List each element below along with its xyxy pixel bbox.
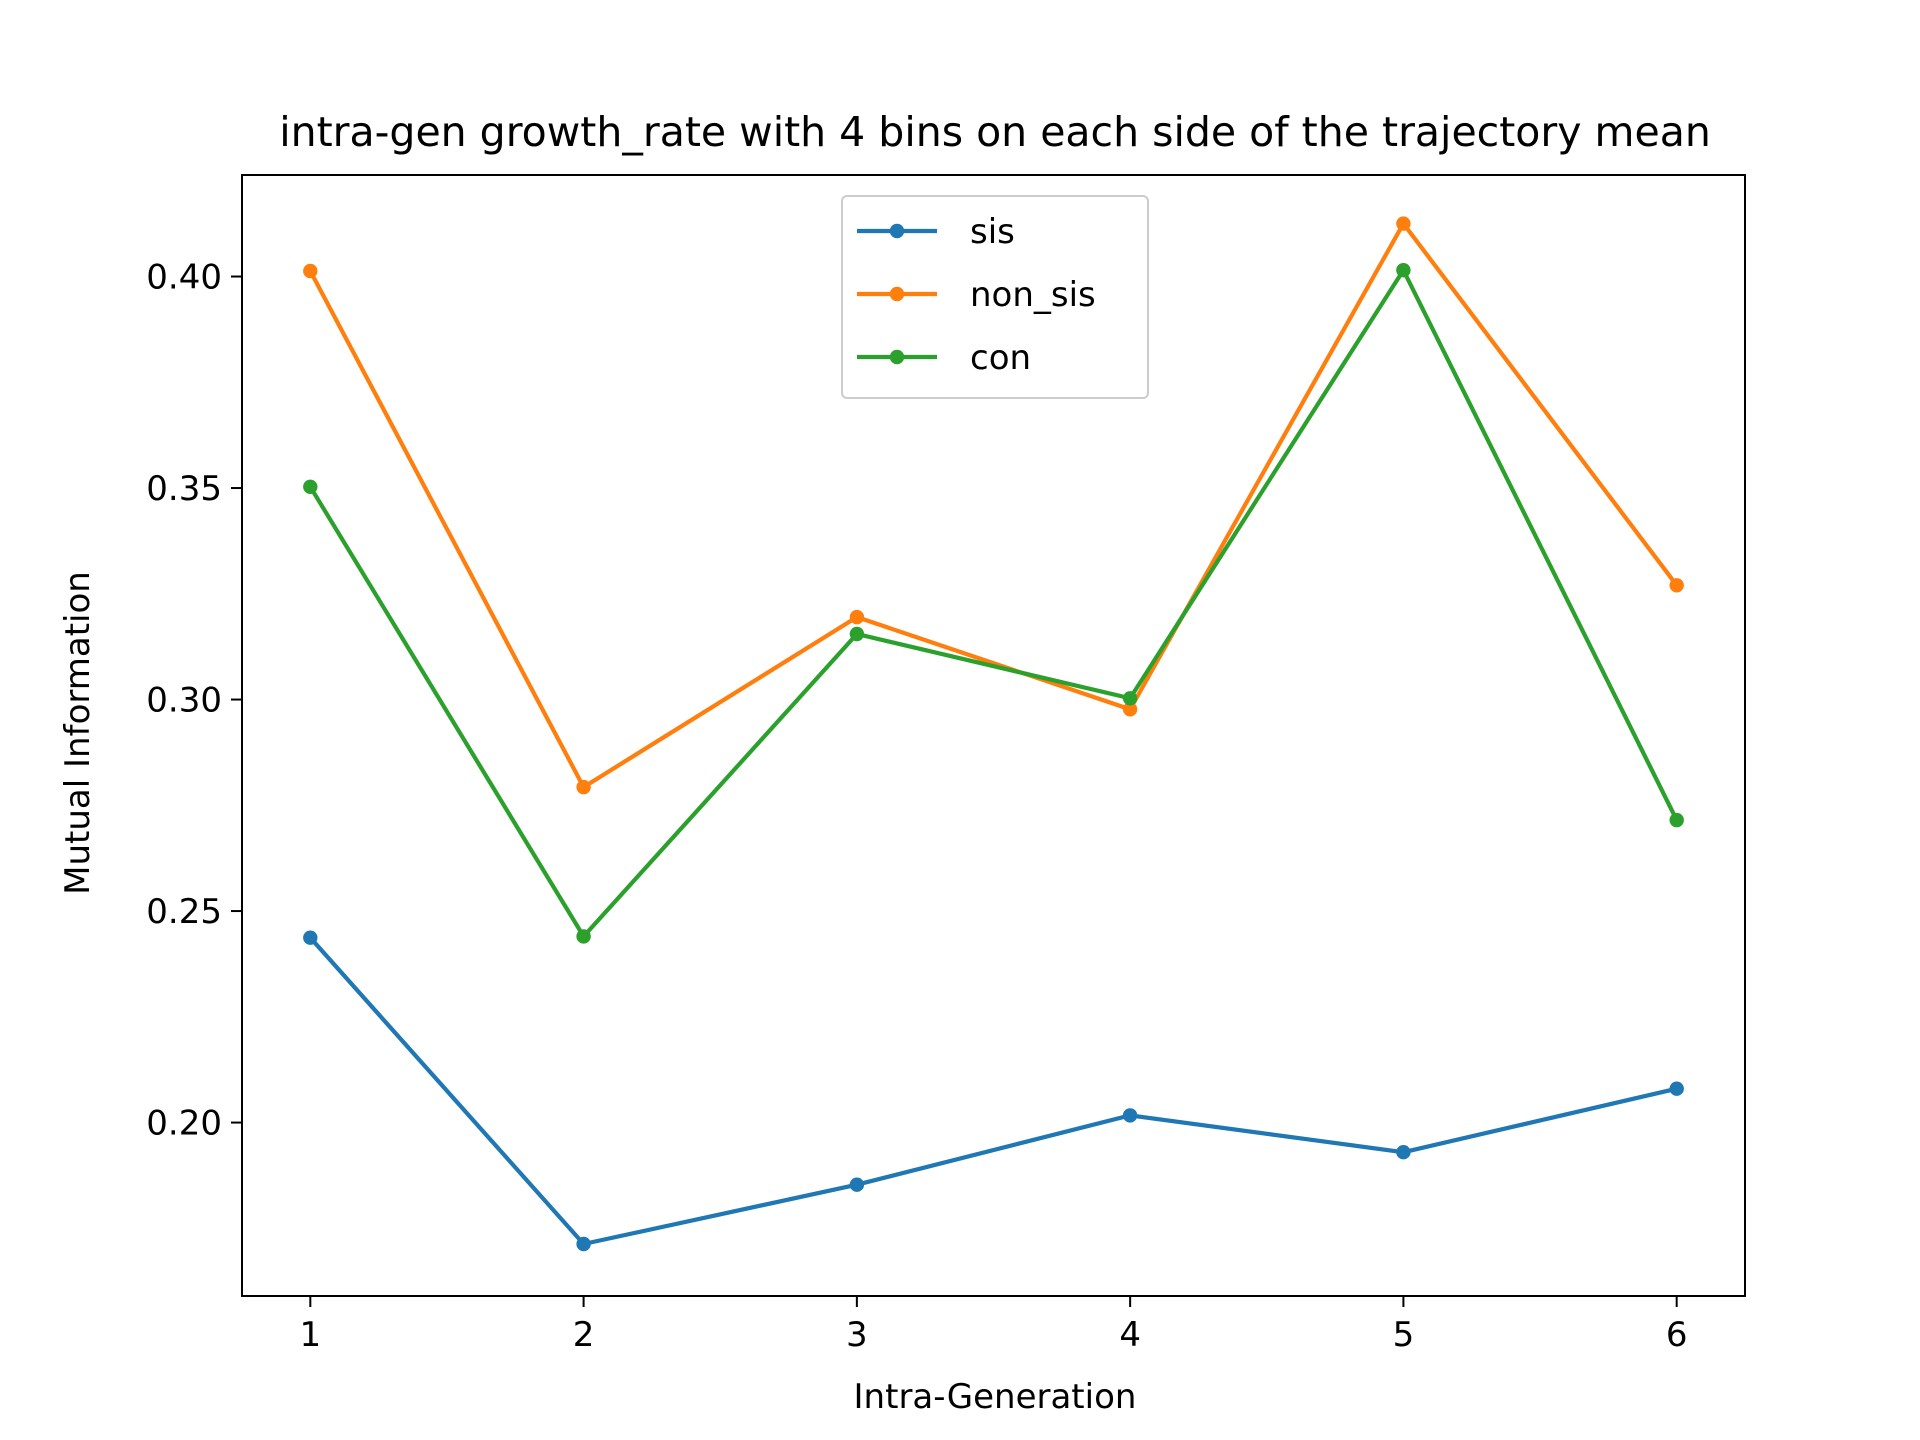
x-tick-label: 4 xyxy=(1119,1315,1141,1355)
data-point-sis-1 xyxy=(303,930,318,945)
y-tick-label: 0.30 xyxy=(146,681,222,721)
data-point-non_sis-2 xyxy=(576,779,591,795)
data-point-sis-2 xyxy=(576,1236,591,1252)
data-point-con-6 xyxy=(1669,812,1684,828)
plot-frame xyxy=(241,174,1746,1297)
legend-marker-sis xyxy=(889,223,905,239)
chart-title: intra-gen growth_rate with 4 bins on eac… xyxy=(279,108,1711,156)
legend-marker-non_sis xyxy=(889,286,905,302)
data-point-con-1 xyxy=(303,479,318,494)
data-point-sis-6 xyxy=(1669,1081,1684,1096)
x-tick-label: 3 xyxy=(846,1315,868,1355)
legend-label-sis: sis xyxy=(970,212,1015,252)
legend-frame xyxy=(841,195,1149,399)
data-point-non_sis-5 xyxy=(1396,216,1411,231)
data-point-non_sis-3 xyxy=(849,609,865,625)
series-line-sis xyxy=(308,936,1678,1247)
x-axis-label: Intra-Generation xyxy=(854,1377,1137,1417)
data-point-con-2 xyxy=(576,929,591,944)
data-point-sis-5 xyxy=(1396,1145,1411,1160)
data-point-non_sis-1 xyxy=(303,263,318,279)
y-tick-label: 0.40 xyxy=(146,258,222,298)
data-point-sis-3 xyxy=(849,1177,865,1192)
legend-label-non_sis: non_sis xyxy=(970,275,1096,315)
data-point-sis-4 xyxy=(1122,1108,1138,1123)
data-point-non_sis-6 xyxy=(1669,578,1684,593)
data-point-con-4 xyxy=(1122,691,1138,706)
data-point-non_sis-4 xyxy=(1122,702,1138,717)
y-axis-label: Mutual Information xyxy=(58,571,98,895)
x-tick-label: 5 xyxy=(1393,1315,1415,1355)
y-tick-label: 0.20 xyxy=(146,1104,222,1144)
y-tick-label: 0.25 xyxy=(146,892,222,932)
x-tick-label: 2 xyxy=(573,1315,595,1355)
y-tick-label: 0.35 xyxy=(146,469,222,509)
x-tick-label: 1 xyxy=(299,1315,321,1355)
series-line-non_sis xyxy=(308,219,1679,791)
legend-marker-con xyxy=(889,349,905,365)
plot-area: 1 2 3 4 5 6 0.20 0.25 0.30 0.35 0.40 xyxy=(146,174,1746,1355)
series-line-con xyxy=(308,265,1679,940)
data-point-con-3 xyxy=(849,626,865,642)
x-tick-label: 6 xyxy=(1666,1315,1688,1355)
legend-label-con: con xyxy=(970,338,1031,378)
data-point-con-5 xyxy=(1396,263,1411,278)
